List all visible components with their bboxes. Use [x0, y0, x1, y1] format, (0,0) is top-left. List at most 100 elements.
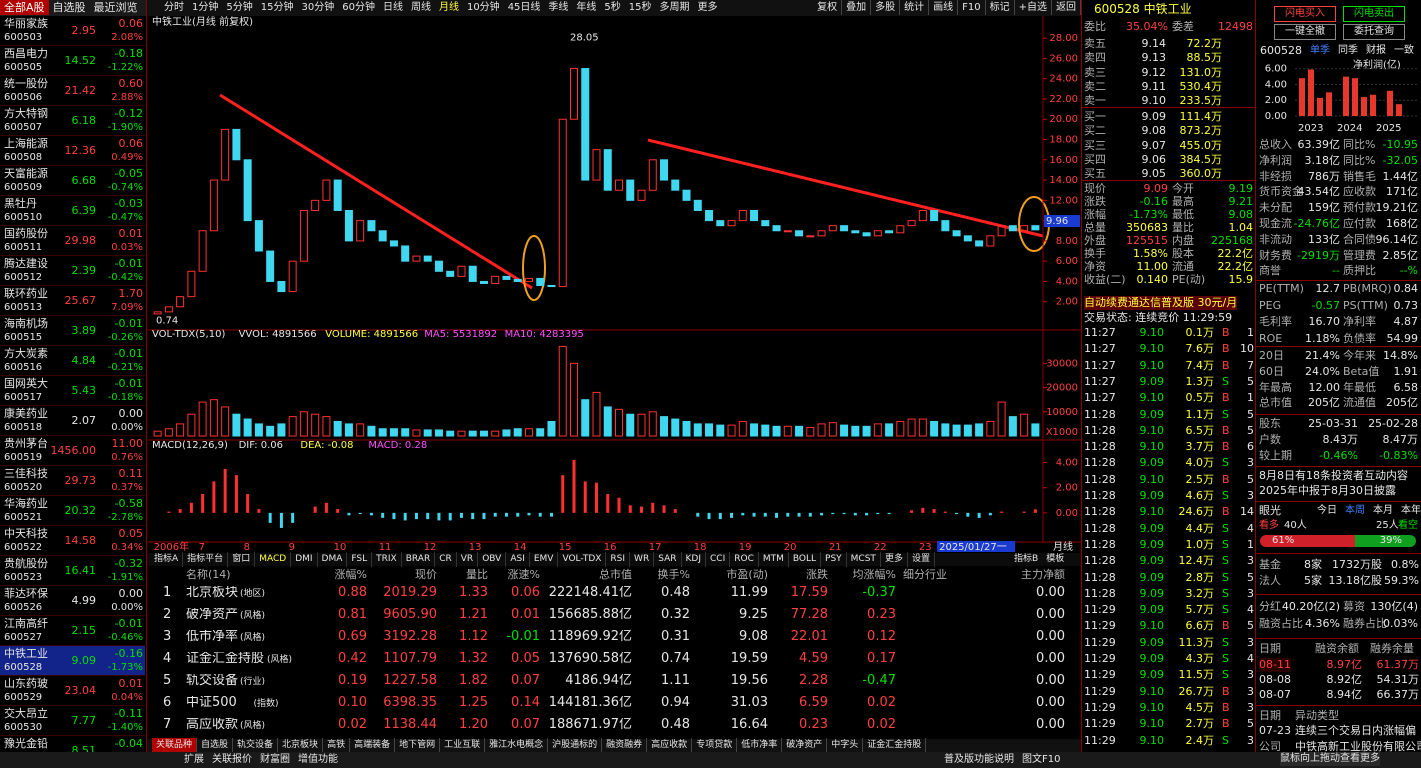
- indicator-tab[interactable]: DMA: [318, 552, 348, 567]
- indicator-tab[interactable]: ASI: [506, 552, 530, 567]
- period-button[interactable]: 1分钟: [192, 2, 219, 13]
- status-item[interactable]: 扩展: [184, 754, 204, 765]
- indicator-tab[interactable]: 指标B: [1014, 554, 1039, 564]
- tool-button[interactable]: 复权: [813, 0, 843, 15]
- tick-count: 1: [1247, 391, 1254, 405]
- indicator-tab[interactable]: VOL-TDX: [558, 552, 607, 567]
- status-item[interactable]: 图文F10: [1022, 754, 1061, 765]
- status-item[interactable]: 普及版功能说明: [944, 754, 1014, 765]
- bottom-tab[interactable]: 高端装备: [350, 738, 396, 753]
- indicator-tab[interactable]: DMI: [291, 552, 318, 567]
- action-button[interactable]: 委托查询: [1343, 24, 1405, 40]
- tool-button[interactable]: 标记: [986, 0, 1015, 15]
- volume-bar: [322, 416, 331, 437]
- tool-button[interactable]: F10: [958, 0, 986, 15]
- period-button[interactable]: 60分钟: [342, 2, 375, 13]
- bottom-tab[interactable]: 关联品种: [152, 738, 198, 753]
- bottom-tab[interactable]: 北京板块: [278, 738, 324, 753]
- tool-button[interactable]: +自选: [1015, 0, 1052, 15]
- indicator-tab[interactable]: 窗口: [228, 552, 256, 567]
- period-tab[interactable]: 本月: [1373, 505, 1393, 516]
- indicator-tab[interactable]: CR: [435, 552, 457, 567]
- action-button[interactable]: 一键全撤: [1274, 24, 1336, 40]
- period-button[interactable]: 月线: [438, 2, 459, 13]
- period-button[interactable]: 季线: [548, 2, 569, 13]
- period-button[interactable]: 5分钟: [226, 2, 253, 13]
- status-item[interactable]: 增值功能: [298, 754, 338, 765]
- period-button[interactable]: 分时: [164, 2, 184, 13]
- period-button[interactable]: 周线: [410, 2, 431, 13]
- status-item[interactable]: 关联报价: [212, 754, 252, 765]
- indicator-tab[interactable]: 设置: [908, 552, 935, 567]
- status-item[interactable]: 财富圈: [260, 754, 290, 765]
- bottom-tab[interactable]: 沪股通标的: [548, 738, 603, 753]
- bottom-tab[interactable]: 融资融券: [602, 738, 648, 753]
- indicator-tab[interactable]: TRIX: [372, 552, 402, 567]
- bottom-tab[interactable]: 高铁: [323, 738, 351, 753]
- indicator-tab[interactable]: 指标平台: [183, 552, 229, 567]
- bottom-tab[interactable]: 中字头: [827, 738, 864, 753]
- label: 基金: [1259, 558, 1281, 571]
- bottom-tab[interactable]: 高应收款: [647, 738, 693, 753]
- indicator-tab[interactable]: SAR: [654, 552, 682, 567]
- period-button[interactable]: 15秒: [628, 2, 652, 13]
- bottom-tab[interactable]: 专项贷款: [692, 738, 738, 753]
- view-tab[interactable]: 财报: [1366, 45, 1386, 56]
- indicator-tab[interactable]: EMV: [530, 552, 559, 567]
- period-button[interactable]: 更多: [697, 2, 718, 13]
- indicator-tab[interactable]: OBV: [478, 552, 507, 567]
- view-tab[interactable]: 单季: [1310, 45, 1330, 56]
- indicator-tab[interactable]: MACD: [255, 552, 292, 567]
- row-divider: [0, 165, 145, 166]
- tab[interactable]: 最近浏览: [93, 1, 138, 14]
- news-item[interactable]: 2025年中报于8月30日披露: [1259, 484, 1396, 497]
- bottom-tab[interactable]: 破净资产: [782, 738, 828, 753]
- period-tab[interactable]: 今日: [1317, 505, 1337, 516]
- tab[interactable]: 自选股: [52, 1, 86, 14]
- bottom-tab[interactable]: 自选股: [197, 738, 234, 753]
- period-button[interactable]: 45日线: [507, 2, 541, 13]
- indicator-tab[interactable]: MCST: [847, 552, 881, 567]
- indicator-tab[interactable]: MTM: [759, 552, 789, 567]
- bottom-tab[interactable]: 轨交设备: [233, 738, 279, 753]
- tool-button[interactable]: 叠加: [842, 0, 872, 15]
- period-tab[interactable]: 本周: [1345, 505, 1365, 516]
- indicator-tab[interactable]: BOLL: [789, 552, 822, 567]
- indicator-tab[interactable]: 指标A: [150, 552, 184, 567]
- tool-button[interactable]: 统计: [900, 0, 930, 15]
- period-button[interactable]: 5秒: [604, 2, 621, 13]
- indicator-tab[interactable]: BRAR: [402, 552, 436, 567]
- indicator-tab[interactable]: RSI: [606, 552, 631, 567]
- bottom-tab[interactable]: 证金汇金持股: [863, 738, 927, 753]
- bottom-tab[interactable]: 雅江水电概念: [485, 738, 549, 753]
- tool-button[interactable]: 画线: [929, 0, 959, 15]
- indicator-tab[interactable]: 更多: [881, 552, 908, 567]
- period-button[interactable]: 30分钟: [301, 2, 335, 13]
- bottom-tab[interactable]: 工业互联: [440, 738, 486, 753]
- indicator-tab[interactable]: VR: [457, 552, 479, 567]
- indicator-tab[interactable]: 模板: [1046, 554, 1065, 564]
- indicator-tab[interactable]: FSL: [347, 552, 373, 567]
- action-button[interactable]: 闪电买入: [1274, 6, 1336, 22]
- bottom-tab[interactable]: 地下管网: [395, 738, 441, 753]
- period-button[interactable]: 年线: [576, 2, 597, 13]
- indicator-tab[interactable]: PSY: [821, 552, 847, 567]
- period-button[interactable]: 15分钟: [260, 2, 294, 13]
- view-tab[interactable]: 一致: [1394, 45, 1414, 56]
- indicator-tab[interactable]: KDJ: [682, 552, 706, 567]
- action-button[interactable]: 闪电卖出: [1343, 6, 1405, 22]
- period-button[interactable]: 日线: [382, 2, 403, 13]
- indicator-tab[interactable]: ROC: [730, 552, 759, 567]
- tool-button[interactable]: 返回: [1052, 0, 1081, 15]
- bottom-tab[interactable]: 低市净率: [737, 738, 783, 753]
- period-tab[interactable]: 本年: [1401, 505, 1421, 516]
- tab[interactable]: 全部A股: [0, 0, 49, 15]
- promo-banner[interactable]: 自动续费通达信普及版 30元/月: [1084, 296, 1238, 310]
- view-tab[interactable]: 同季: [1338, 45, 1358, 56]
- tool-button[interactable]: 多股: [871, 0, 901, 15]
- indicator-tab[interactable]: WR: [630, 552, 655, 567]
- indicator-tab[interactable]: CCI: [706, 552, 731, 567]
- period-button[interactable]: 多周期: [659, 2, 690, 13]
- news-item[interactable]: 8月8日有18条投资者互动内容: [1259, 469, 1408, 482]
- period-button[interactable]: 10分钟: [466, 2, 500, 13]
